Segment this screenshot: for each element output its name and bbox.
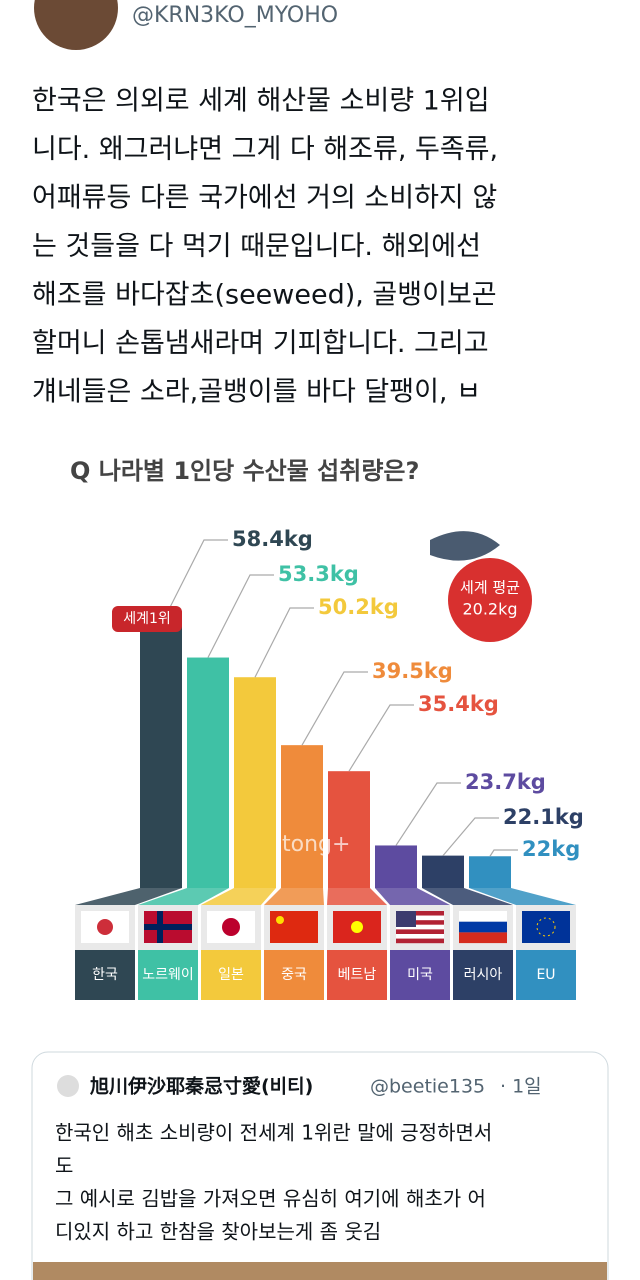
bar	[328, 771, 370, 888]
flag	[396, 911, 444, 916]
x-tick-label: 일본	[218, 967, 244, 983]
handle[interactable]: @KRN3KO_MYOHO	[132, 3, 338, 28]
bar	[187, 657, 229, 888]
tweet-line: 한국은 의외로 세계 해산물 소비량 1위입	[32, 86, 490, 117]
label-block	[390, 950, 450, 1000]
flag	[396, 920, 444, 925]
bar-base	[264, 888, 324, 905]
quote-line: 도	[55, 1154, 73, 1178]
value-label: 22.1kg	[503, 805, 584, 829]
x-tick-label: 중국	[281, 967, 307, 983]
leader-line	[301, 671, 368, 746]
leader-line	[442, 817, 499, 857]
x-tick-label: 미국	[407, 967, 433, 983]
quote-name: 旭川伊沙耶秦忌寸愛(비티)	[89, 1075, 313, 1098]
bar-base	[469, 888, 576, 905]
label-block	[453, 950, 513, 1000]
value-label: 39.5kg	[372, 659, 453, 683]
bar	[234, 677, 276, 888]
leader-line	[160, 539, 228, 626]
bar-base	[422, 888, 513, 905]
flag	[459, 911, 507, 922]
leader-line	[207, 574, 274, 658]
label-block	[201, 950, 261, 1000]
flag	[396, 929, 444, 934]
watermark: tong+	[282, 832, 350, 857]
flag	[396, 915, 444, 921]
flag	[97, 919, 113, 935]
bar	[422, 855, 464, 888]
x-tick-label: 한국	[92, 967, 118, 983]
value-label: 23.7kg	[465, 770, 546, 794]
flag	[536, 917, 556, 937]
label-block	[327, 950, 387, 1000]
badge-bg	[112, 606, 182, 632]
leader-line	[489, 849, 518, 857]
flag	[144, 924, 192, 930]
quote-avatar	[57, 1075, 79, 1097]
label-block	[75, 950, 135, 1000]
flag	[396, 911, 416, 927]
bar	[469, 856, 511, 888]
quoted-tweet[interactable]: 旭川伊沙耶秦忌寸愛(비티) @beetie135 · 1일 한국인 해초 소비량…	[31, 1051, 609, 1280]
flag	[276, 916, 284, 924]
x-tick-label: 베트남	[338, 967, 377, 983]
value-label: 58.4kg	[232, 527, 313, 551]
leader-line	[348, 704, 414, 772]
bar-base	[327, 888, 387, 905]
flag	[459, 921, 507, 933]
quote-image	[33, 1262, 607, 1280]
bar-base	[201, 888, 276, 905]
tweet-line: 니다. 왜그러냐면 그게 다 해조류, 두족류,	[32, 134, 498, 165]
bar	[375, 845, 417, 888]
flag	[396, 924, 444, 930]
quote-handle: @beetie135	[370, 1076, 485, 1098]
leader-line	[254, 607, 314, 678]
tweet-line: 는 것들을 다 먹기 때문입니다. 해외에선	[32, 231, 481, 262]
badge: 세계1위	[123, 611, 171, 627]
tweet-line: 할머니 손톱냄새라며 기피합니다. 그리고	[32, 328, 489, 359]
flag	[270, 911, 318, 943]
bar-base	[375, 888, 450, 905]
label-block	[264, 950, 324, 1000]
flag	[222, 918, 240, 936]
chart-title: Q 나라별 1인당 수산물 섭취량은?	[70, 457, 419, 485]
value-label: 53.3kg	[278, 562, 359, 586]
avatar[interactable]	[34, 0, 118, 50]
world-average-label: 세계 평균	[460, 579, 520, 597]
flag	[459, 932, 507, 944]
value-label: 22kg	[522, 837, 580, 861]
label-block	[138, 950, 198, 1000]
quote-line: 한국인 해초 소비량이 전세계 1위란 말에 긍정하면서	[55, 1121, 492, 1145]
value-label: 50.2kg	[318, 595, 399, 619]
label-block	[516, 950, 576, 1000]
leader-line	[395, 782, 461, 846]
quote-line: 그 예시로 김밥을 가져오면 유심히 여기에 해초가 어	[55, 1187, 486, 1211]
flag	[522, 911, 570, 943]
bar	[281, 745, 323, 888]
bar-base	[75, 888, 182, 905]
quote-time: · 1일	[500, 1076, 542, 1098]
chart: Q 나라별 1인당 수산물 섭취량은? 세계 평균 20.2kg 한국 58.4k…	[70, 457, 584, 1000]
flag	[351, 921, 363, 933]
tweet-line: 걔네들은 소라,골뱅이를 바다 달팽이, ㅂ	[32, 377, 481, 408]
world-average-value: 20.2kg	[462, 600, 517, 619]
quote-line: 디있지 하고 한참을 찾아보는게 좀 웃김	[55, 1220, 381, 1244]
world-average-badge	[448, 558, 532, 642]
quote-border	[31, 1051, 609, 1280]
flag	[396, 938, 444, 944]
bar	[140, 625, 182, 888]
bar-base	[138, 888, 229, 905]
x-tick-label: 노르웨이	[142, 967, 194, 983]
x-tick-label: EU	[536, 967, 555, 983]
tweet-line: 어패류등 다른 국가에선 거의 소비하지 않	[32, 183, 497, 214]
fish-icon	[430, 531, 500, 561]
flag	[396, 934, 444, 939]
tweet-line: 해조를 바다잡초(seeweed), 골뱅이보곤	[32, 280, 497, 311]
x-tick-label: 러시아	[464, 967, 503, 983]
value-label: 35.4kg	[418, 692, 499, 716]
